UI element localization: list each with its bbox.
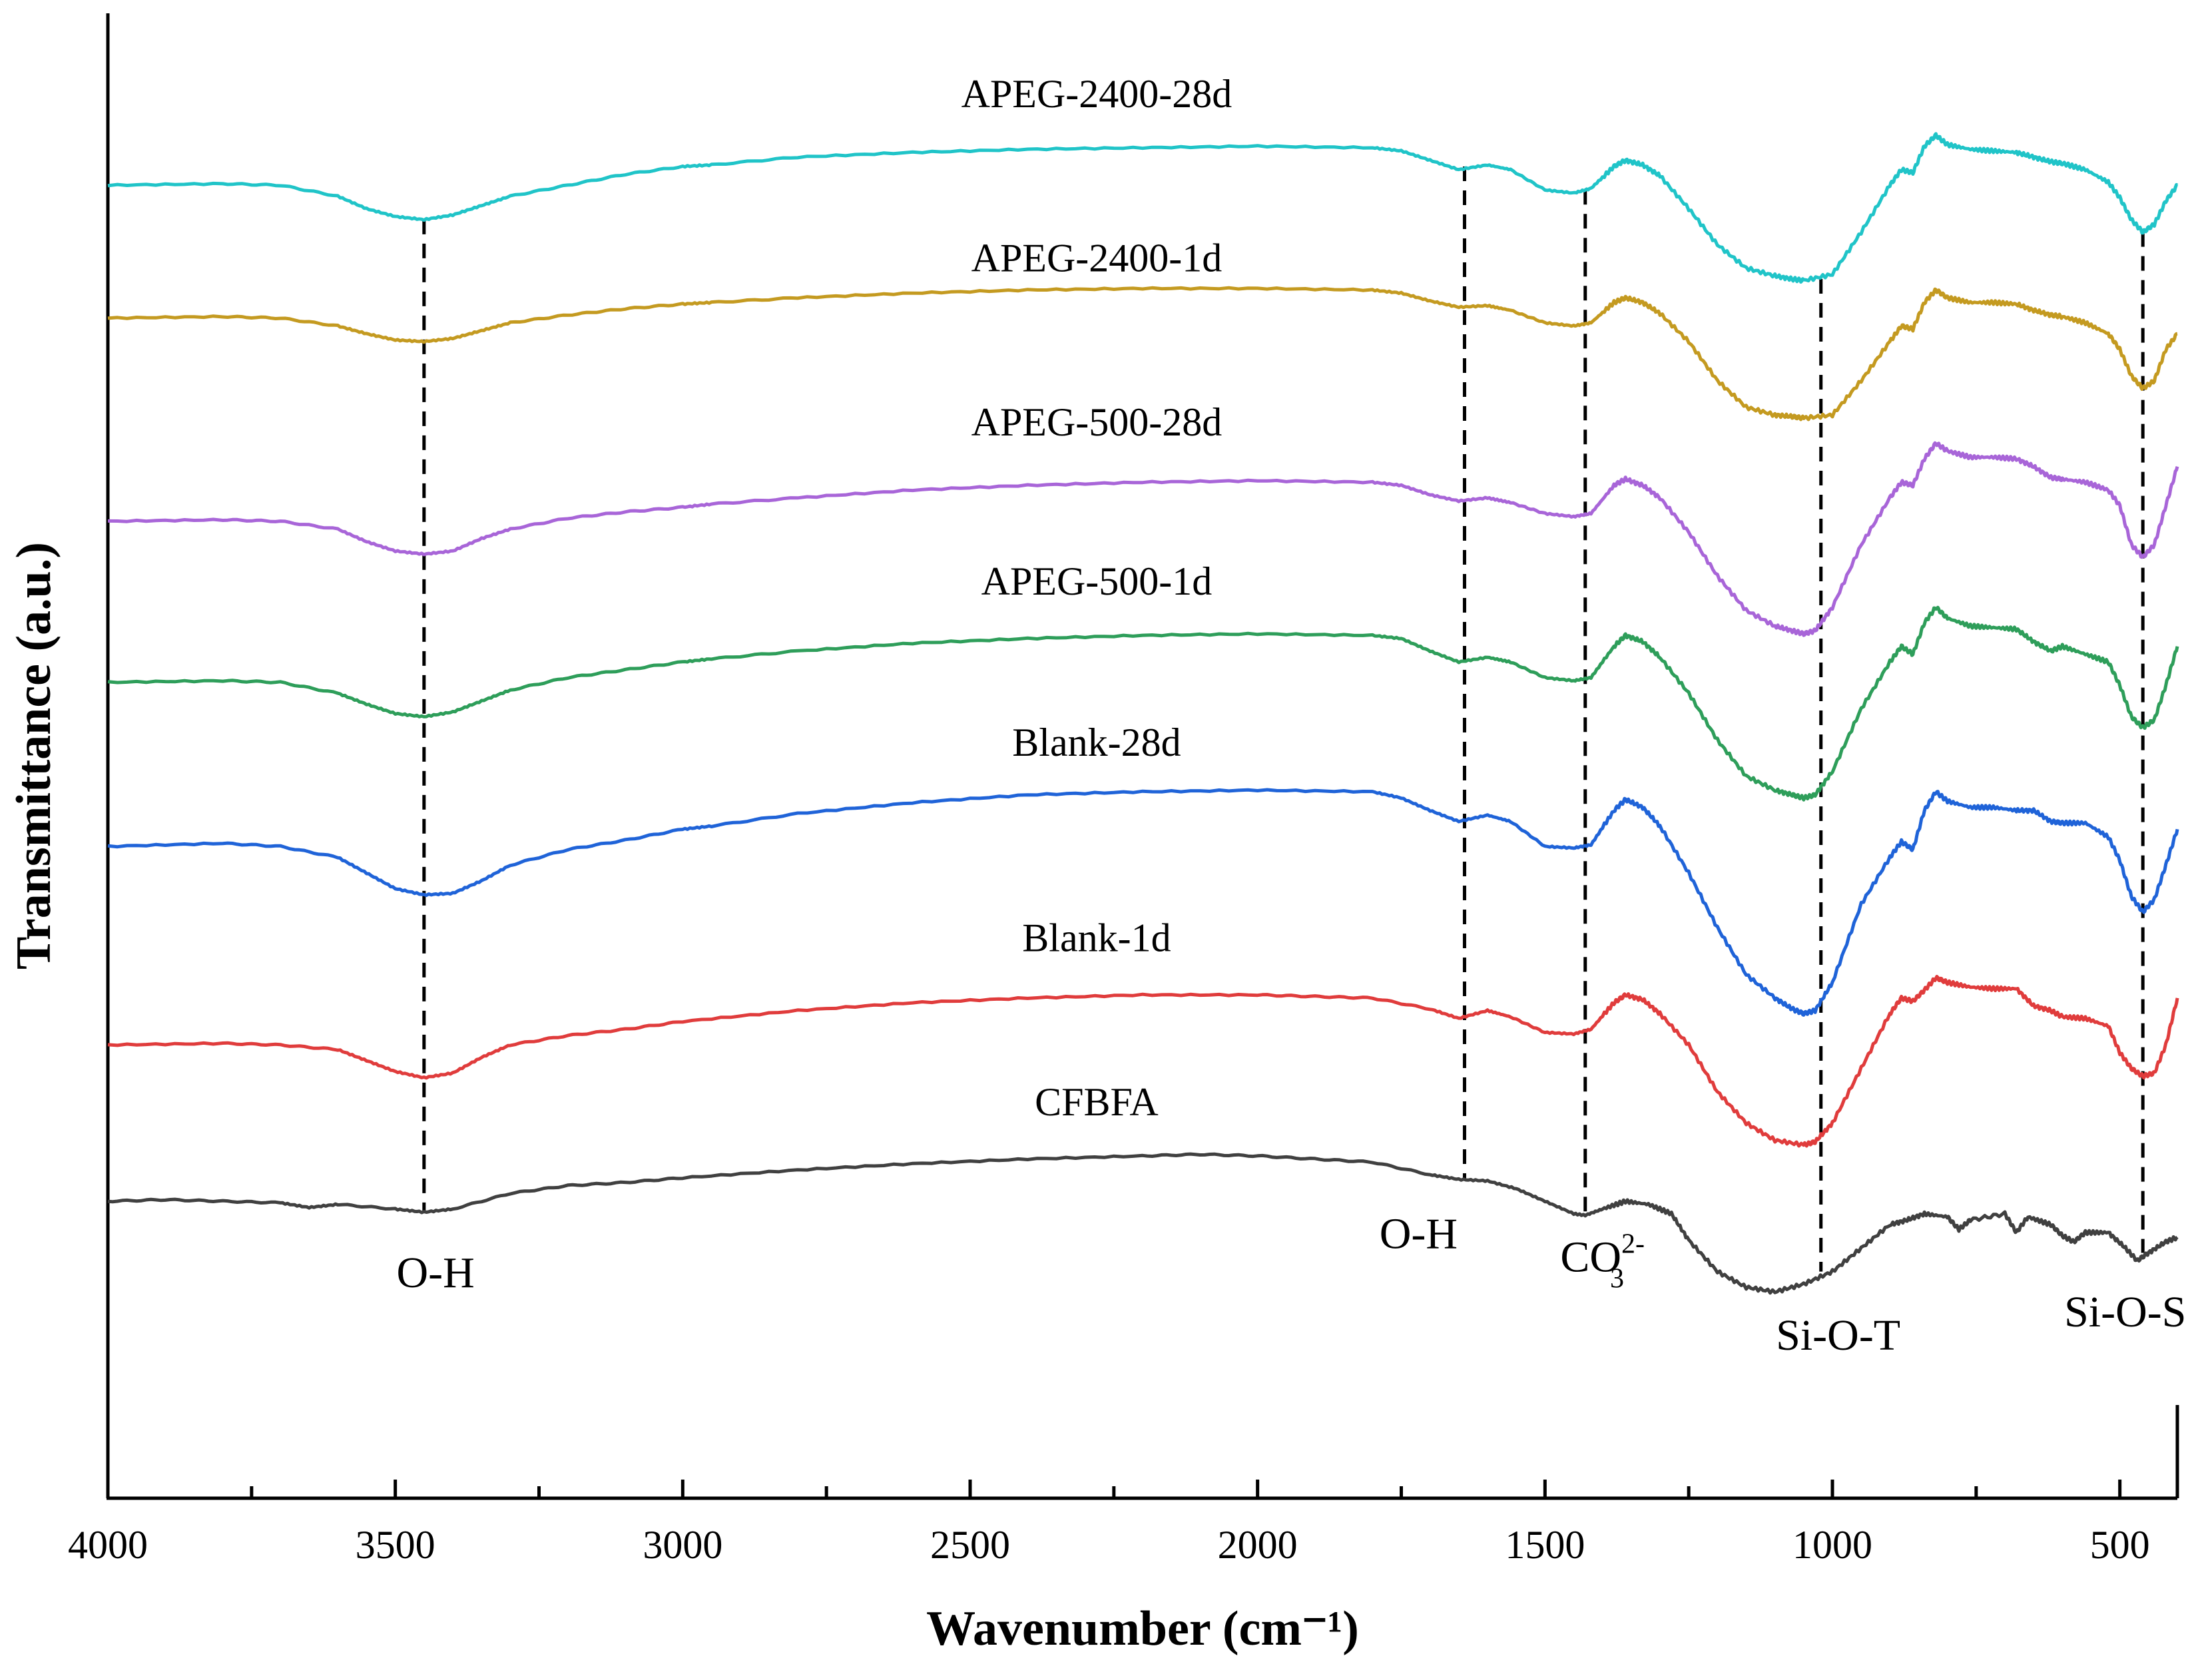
series-lines [107,132,2179,1295]
band-label: O-H [1380,1209,1458,1258]
x-tick-label: 500 [2090,1523,2150,1567]
y-axis-title: Transmittance (a.u.) [7,542,61,970]
x-axis-title: Wavenumber (cm⁻¹) [926,1601,1359,1656]
x-tick-label: 4000 [68,1523,148,1567]
series-label: CFBFA [1035,1080,1159,1124]
series-line-apeg-2400-28d [107,132,2179,284]
series-line-cfbfa [107,1152,2179,1295]
series-line-apeg-500-1d [107,605,2179,802]
band-label: Si-O-Si [2064,1288,2186,1336]
x-tick-label: 2500 [930,1523,1010,1567]
series-label: Blank-28d [1012,720,1181,764]
series-label: Blank-1d [1022,916,1171,960]
band-label: CO2-3 [1560,1229,1645,1294]
band-markers [422,166,2145,1272]
band-annotations: O-H O-H CO2-3 Si-O-T Si-O-Si [396,1209,2186,1360]
series-line-apeg-500-28d [107,441,2179,637]
series-label: APEG-2400-1d [971,236,1223,280]
x-tick-label: 1500 [1505,1523,1585,1567]
series-label: APEG-500-1d [981,559,1213,603]
band-label: Si-O-T [1776,1311,1900,1360]
band-label: O-H [396,1249,474,1297]
x-axis: 4000 3500 3000 2500 2000 1500 1000 500 [68,1480,2150,1567]
x-tick-label: 3000 [643,1523,722,1567]
series-labels: CFBFA Blank-1d Blank-28d APEG-500-1d APEG-50… [961,72,1232,1124]
x-tick-label: 2000 [1218,1523,1298,1567]
series-label: APEG-500-28d [971,400,1223,444]
series-line-blank-28d [107,788,2179,1017]
x-tick-label: 3500 [356,1523,435,1567]
series-line-blank-1d [107,975,2179,1148]
series-line-apeg-2400-1d [107,286,2179,421]
series-label: APEG-2400-28d [961,72,1232,116]
x-tick-label: 1000 [1792,1523,1872,1567]
